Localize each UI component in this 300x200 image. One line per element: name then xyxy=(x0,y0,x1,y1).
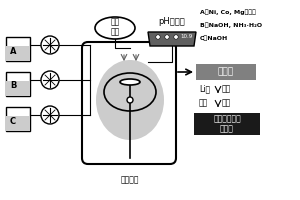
Circle shape xyxy=(165,35,169,39)
Text: A: A xyxy=(10,46,16,55)
Text: 镍钴镁三元正
极材料: 镍钴镁三元正 极材料 xyxy=(213,114,241,134)
FancyBboxPatch shape xyxy=(6,37,30,61)
FancyBboxPatch shape xyxy=(194,113,260,135)
Text: B：NaOH, NH₃·H₂O: B：NaOH, NH₃·H₂O xyxy=(200,22,262,28)
FancyBboxPatch shape xyxy=(6,72,30,96)
Text: 前驱体: 前驱体 xyxy=(218,68,234,76)
Circle shape xyxy=(156,35,160,39)
Circle shape xyxy=(41,106,59,124)
Text: C: C xyxy=(10,116,16,126)
FancyBboxPatch shape xyxy=(6,107,30,131)
FancyBboxPatch shape xyxy=(6,116,30,131)
Text: 煅烧: 煅烧 xyxy=(222,98,231,108)
Text: A：Ni, Co, Mg盐溶液: A：Ni, Co, Mg盐溶液 xyxy=(200,9,256,15)
FancyBboxPatch shape xyxy=(196,64,256,80)
Circle shape xyxy=(174,35,178,39)
Ellipse shape xyxy=(95,17,135,39)
Text: 混粉: 混粉 xyxy=(222,84,231,94)
Text: B: B xyxy=(10,82,16,90)
Ellipse shape xyxy=(96,60,164,140)
Text: 氧气: 氧气 xyxy=(199,98,208,108)
Text: Li盐: Li盐 xyxy=(199,84,210,94)
Text: 10.9: 10.9 xyxy=(180,34,192,40)
Circle shape xyxy=(41,71,59,89)
Text: 水浴加热: 水浴加热 xyxy=(121,176,139,184)
FancyBboxPatch shape xyxy=(82,42,176,164)
Text: pH检测器: pH检测器 xyxy=(159,18,185,26)
Circle shape xyxy=(41,36,59,54)
Text: C：NaOH: C：NaOH xyxy=(200,35,228,41)
Polygon shape xyxy=(148,32,196,46)
FancyBboxPatch shape xyxy=(6,46,30,61)
Text: 机械
搅拌: 机械 搅拌 xyxy=(110,17,120,37)
FancyBboxPatch shape xyxy=(6,81,30,96)
Ellipse shape xyxy=(120,79,140,85)
Circle shape xyxy=(127,97,133,103)
